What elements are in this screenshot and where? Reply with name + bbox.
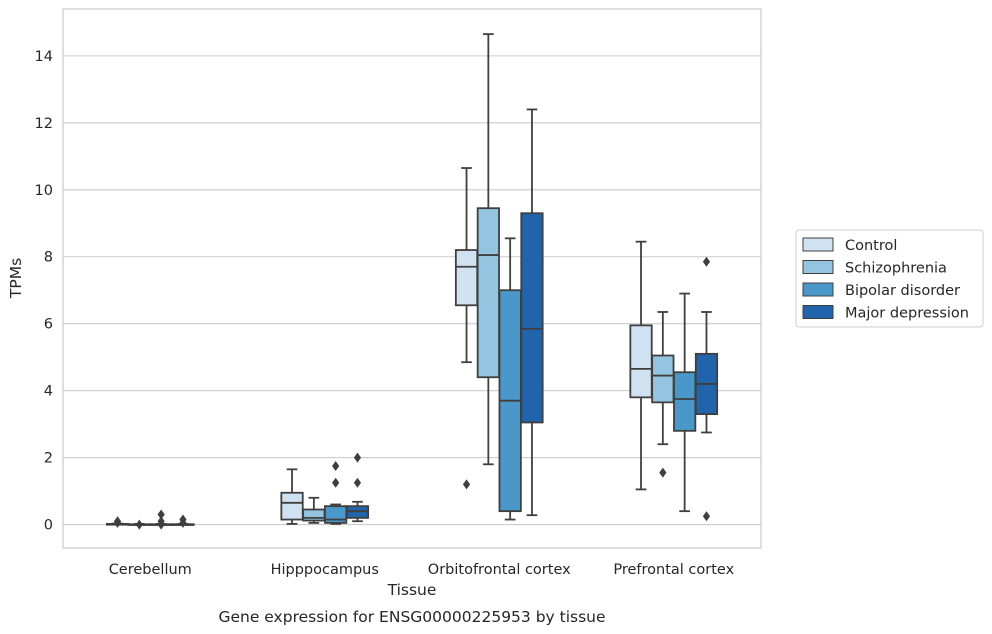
iqr-box bbox=[454, 249, 479, 307]
iqr-box bbox=[629, 324, 653, 399]
outlier-point bbox=[353, 477, 362, 488]
x-tick-label: Hipppocampus bbox=[271, 562, 379, 578]
iqr-box bbox=[651, 354, 675, 404]
box-bipolar-disorder bbox=[498, 237, 522, 521]
box-bipolar-disorder bbox=[673, 292, 697, 513]
box-control bbox=[105, 516, 130, 528]
y-tick-label: 4 bbox=[44, 384, 53, 400]
box-bipolar-disorder bbox=[149, 509, 173, 530]
y-tick-label: 0 bbox=[44, 518, 53, 534]
box-bipolar-disorder bbox=[324, 460, 348, 525]
iqr-box bbox=[302, 508, 326, 522]
outlier-point bbox=[179, 514, 187, 525]
y-tick-labels: 0 2 4 6 8 10 12 14 bbox=[35, 49, 53, 534]
y-axis-label: TPMs bbox=[7, 258, 25, 299]
box-control bbox=[280, 468, 304, 525]
legend-label: Bipolar disorder bbox=[845, 283, 960, 299]
outlier-point bbox=[702, 256, 711, 267]
legend-frame bbox=[795, 229, 984, 328]
outlier-point bbox=[135, 519, 143, 530]
outlier-point bbox=[462, 479, 471, 490]
grid-lines bbox=[63, 55, 761, 526]
box-control bbox=[629, 240, 653, 491]
box-layer bbox=[105, 33, 719, 530]
outlier-point bbox=[332, 460, 340, 471]
outlier-point bbox=[353, 452, 362, 463]
legend-label: Control bbox=[845, 238, 897, 254]
outlier-point bbox=[702, 511, 711, 522]
y-tick-label: 10 bbox=[35, 183, 53, 199]
outlier-point bbox=[332, 477, 340, 488]
box-major-depression bbox=[171, 514, 195, 528]
x-tick-label: Prefrontal cortex bbox=[613, 562, 734, 578]
iqr-box bbox=[280, 491, 304, 521]
box-major-depression bbox=[345, 452, 370, 523]
legend: Control Schizophrenia Bipolar disorder Majo… bbox=[795, 229, 984, 328]
box-major-depression bbox=[694, 256, 719, 522]
y-tick-label: 14 bbox=[35, 49, 53, 65]
box-schizophrenia bbox=[127, 519, 151, 530]
legend-swatch bbox=[802, 282, 834, 297]
x-axis-label: Tissue bbox=[387, 581, 437, 599]
outlier-point bbox=[157, 509, 165, 520]
y-tick-label: 12 bbox=[35, 116, 53, 132]
chart-caption: Gene expression for ENSG00000225953 by t… bbox=[218, 608, 605, 626]
box-schizophrenia bbox=[651, 311, 675, 478]
plot-frame bbox=[62, 8, 762, 549]
legend-swatch bbox=[802, 305, 834, 319]
y-tick-label: 2 bbox=[44, 451, 53, 467]
outlier-point bbox=[659, 467, 667, 478]
x-tick-labels: Cerebellum Hipppocampus Orbitofrontal cort… bbox=[109, 562, 735, 578]
x-tick-label: Orbitofrontal cortex bbox=[428, 562, 571, 578]
legend-label: Schizophrenia bbox=[845, 261, 947, 277]
box-major-depression bbox=[520, 108, 544, 517]
iqr-box bbox=[476, 207, 500, 379]
y-tick-label: 6 bbox=[44, 317, 53, 333]
y-tick-label: 8 bbox=[44, 250, 53, 266]
iqr-box bbox=[520, 212, 544, 424]
box-schizophrenia bbox=[302, 496, 326, 524]
legend-swatch bbox=[802, 260, 834, 274]
box-control bbox=[454, 167, 479, 490]
outlier-point bbox=[157, 516, 165, 527]
iqr-box bbox=[673, 371, 697, 432]
legend-label: Major depression bbox=[845, 306, 969, 322]
legend-swatch bbox=[802, 237, 834, 252]
outlier-point bbox=[113, 516, 122, 527]
box-schizophrenia bbox=[476, 33, 500, 466]
x-tick-label: Cerebellum bbox=[109, 562, 192, 578]
